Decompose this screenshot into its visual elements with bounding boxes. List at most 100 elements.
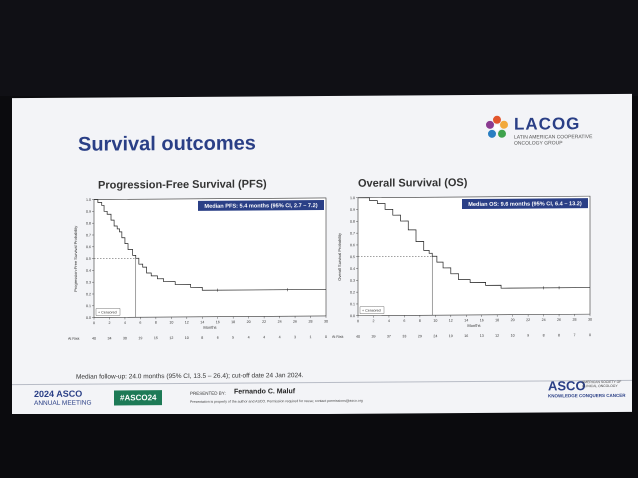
os-at-risk-value: 39	[371, 335, 375, 339]
os-at-risk-value: 33	[402, 334, 406, 338]
pfs-at-risk-value: 4	[263, 335, 265, 339]
os-at-risk-value: 19	[449, 334, 453, 338]
os-y-axis-label: Overall Survival Probability	[337, 233, 342, 281]
os-median-hline	[358, 255, 433, 257]
meeting-name: ASCO	[56, 388, 83, 399]
os-x-tick-label: 14	[464, 318, 468, 322]
pfs-x-tick-label: 22	[262, 320, 266, 324]
os-x-tick-label: 20	[511, 318, 515, 322]
os-at-risk-label: At Risk	[332, 335, 344, 339]
meeting-year: 2024	[34, 388, 55, 400]
pfs-x-tick-label: 0	[93, 321, 95, 325]
os-x-tick-label: 0	[357, 319, 359, 323]
os-at-risk-value: 7	[574, 333, 576, 337]
pfs-at-risk-value: 6	[217, 336, 219, 340]
pfs-x-tick-label: 16	[216, 320, 220, 324]
pfs-y-tick-label: 0.0	[86, 316, 91, 320]
os-x-tick-label: 16	[480, 318, 484, 322]
pfs-y-tick-label: 0.6	[86, 245, 91, 249]
pfs-at-risk-value: 5	[232, 336, 234, 340]
os-y-tick-label: 0.5	[350, 255, 355, 259]
pfs-plot-area	[93, 197, 327, 318]
pfs-x-tick-label: 8	[155, 321, 157, 325]
asco-meeting-label: 2024 ASCO ANNUAL MEETING	[34, 388, 92, 408]
pfs-at-risk-value: 34	[107, 336, 111, 340]
os-median-label: Median OS: 9.6 months (95% CI, 6.4 – 13.…	[468, 201, 582, 208]
pfs-at-risk-value: 4	[248, 336, 250, 340]
pfs-at-risk-value: 0	[325, 335, 327, 339]
pfs-at-risk-value: 1	[310, 335, 312, 339]
pfs-y-axis-label: Progression-Free Survival Probability	[73, 226, 78, 292]
pfs-x-tick-label: 24	[278, 320, 282, 324]
os-x-tick-label: 12	[449, 319, 453, 323]
pfs-y-tick-label: 0.7	[86, 233, 91, 237]
lacog-flower-icon	[486, 115, 508, 138]
pfs-x-tick-label: 14	[200, 320, 204, 324]
os-x-axis-label: Months	[467, 323, 480, 328]
os-median-box	[462, 198, 588, 210]
pfs-chart-title: Progression-Free Survival (PFS)	[98, 178, 267, 192]
pfs-median-box	[198, 199, 324, 211]
pfs-x-tick-label: 10	[169, 321, 173, 325]
pfs-x-tick-label: 4	[124, 321, 126, 325]
pfs-at-risk-value: 10	[185, 336, 189, 340]
os-y-tick-label: 0.2	[350, 290, 355, 294]
os-y-tick-label: 1.0	[350, 196, 355, 200]
asco-logo: ASCO	[548, 378, 586, 394]
pfs-at-risk-value: 40	[92, 337, 96, 341]
os-at-risk-value: 37	[387, 335, 391, 339]
pfs-at-risk-label: At Risk	[68, 337, 80, 341]
os-x-tick-label: 18	[495, 318, 499, 322]
os-x-tick-label: 8	[419, 319, 421, 323]
os-y-tick-label: 0.9	[350, 208, 355, 212]
pfs-x-tick-label: 20	[247, 320, 251, 324]
os-x-tick-label: 2	[372, 319, 374, 323]
pfs-legend-box	[95, 308, 121, 316]
pfs-x-tick-label: 12	[185, 320, 189, 324]
lacog-logo: LACOG LATIN AMERICAN COOPERATIVE ONCOLOG…	[484, 112, 604, 153]
hashtag-badge: #ASCO24	[114, 390, 163, 406]
os-at-risk-value: 16	[464, 334, 468, 338]
lacog-subtitle: LATIN AMERICAN COOPERATIVE ONCOLOGY GROU…	[514, 134, 593, 147]
os-x-tick-label: 6	[403, 319, 405, 323]
screen-bottom	[0, 414, 638, 478]
os-survival-curve	[358, 197, 590, 289]
os-at-risk-value: 29	[418, 334, 422, 338]
presentation-slide: Survival outcomes LACOG LATIN AMERICAN C…	[12, 93, 632, 417]
pfs-y-tick-label: 0.1	[86, 304, 91, 308]
os-y-tick-label: 0.7	[350, 231, 355, 235]
property-note: Presentation is property of the author a…	[190, 398, 363, 404]
pfs-legend-text: + Censored	[98, 310, 117, 314]
os-legend-box	[359, 306, 385, 314]
os-y-tick-label: 0.3	[350, 279, 355, 283]
os-at-risk-value: 12	[495, 334, 499, 338]
pfs-at-risk-value: 19	[138, 336, 142, 340]
pfs-x-tick-label: 2	[108, 321, 110, 325]
presenter-name: Fernando C. Maluf	[234, 388, 296, 396]
os-x-tick-label: 22	[526, 318, 530, 322]
os-chart-title: Overall Survival (OS)	[358, 176, 468, 190]
os-at-risk-value: 24	[433, 334, 437, 338]
os-at-risk-value: 40	[356, 335, 360, 339]
pfs-x-tick-label: 18	[231, 320, 235, 324]
pfs-y-tick-label: 0.8	[86, 222, 91, 226]
pfs-y-tick-label: 0.4	[86, 269, 91, 273]
pfs-y-tick-label: 0.5	[86, 257, 91, 261]
os-at-risk-value: 10	[511, 334, 515, 338]
followup-note: Median follow-up: 24.0 months (95% CI, 1…	[76, 372, 304, 381]
pfs-survival-curve	[94, 199, 326, 291]
pfs-at-risk-value: 4	[279, 335, 281, 339]
pfs-at-risk-value: 30	[123, 336, 127, 340]
pfs-y-tick-label: 0.9	[86, 210, 91, 214]
os-at-risk-value: 8	[543, 333, 545, 337]
pfs-at-risk-value: 3	[294, 335, 296, 339]
os-x-tick-label: 10	[433, 319, 437, 323]
pfs-at-risk-value: 8	[201, 336, 203, 340]
pfs-x-tick-label: 6	[139, 321, 141, 325]
meeting-sub: ANNUAL MEETING	[34, 399, 92, 408]
os-at-risk-value: 0	[589, 333, 591, 337]
os-legend-text: + Censored	[362, 309, 381, 313]
pfs-at-risk-value: 15	[154, 336, 158, 340]
os-x-tick-label: 30	[588, 318, 592, 322]
pfs-y-tick-label: 0.2	[86, 292, 91, 296]
